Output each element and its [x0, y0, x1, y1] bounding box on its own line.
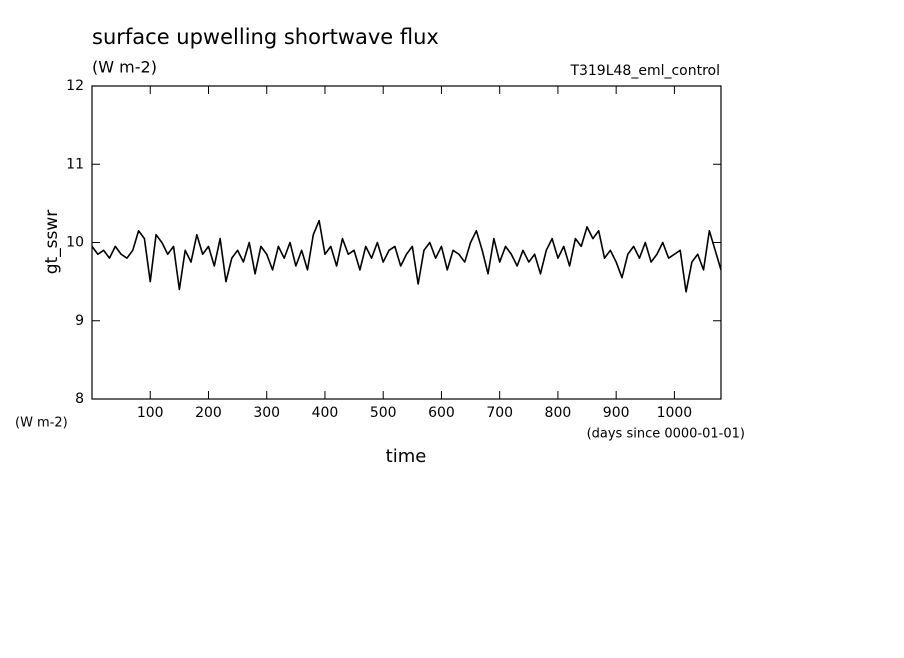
y-tick-label: 9 — [75, 313, 84, 329]
x-tick-label: 700 — [486, 405, 513, 421]
y-tick-label: 8 — [75, 391, 84, 407]
y-tick-label: 10 — [66, 235, 84, 251]
x-axis-unit: (days since 0000-01-01) — [587, 427, 745, 442]
chart-title: surface upwelling shortwave flux — [92, 25, 439, 49]
annotation: T319L48_eml_control — [569, 63, 720, 79]
y-axis-label: gt_sswr — [42, 210, 62, 275]
x-tick-label: 100 — [137, 405, 164, 421]
chart-subtitle: (W m-2) — [92, 58, 157, 77]
y-tick-label: 12 — [66, 78, 84, 94]
plot-frame — [91, 85, 722, 400]
x-tick-label: 200 — [195, 405, 222, 421]
x-tick-label: 600 — [428, 405, 455, 421]
x-tick-label: 1000 — [657, 405, 693, 421]
y-tick-label: 11 — [66, 156, 84, 172]
x-tick-label: 800 — [545, 405, 572, 421]
x-axis-label: time — [386, 446, 427, 467]
x-tick-label: 400 — [312, 405, 339, 421]
x-tick-label: 300 — [253, 405, 280, 421]
x-tick-label: 900 — [603, 405, 630, 421]
data-line — [91, 219, 722, 293]
x-tick-label: 500 — [370, 405, 397, 421]
y-axis-unit: (W m-2) — [15, 416, 68, 431]
